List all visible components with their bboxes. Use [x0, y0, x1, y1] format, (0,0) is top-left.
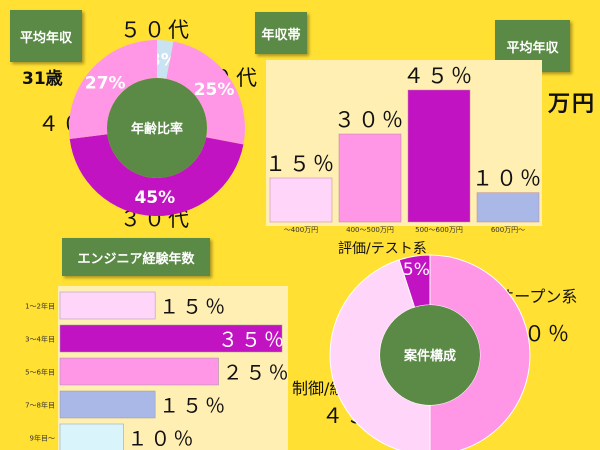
income-bar [407, 89, 471, 223]
income-bar-value: １０％ [472, 167, 544, 191]
exp-bar-value: ３５％ [218, 328, 287, 352]
exp-bar-value: １５％ [159, 394, 228, 418]
age-slice [166, 41, 246, 145]
income-bar-value: ３０％ [334, 108, 406, 132]
avg-age-tag: 平均年収 [10, 10, 82, 62]
exp-bar [59, 423, 124, 450]
experience-tag: エンジニア経験年数 [62, 238, 210, 276]
age-50s-label: ５０代 [120, 18, 192, 42]
exp-tick-label: 5〜6年目 [25, 368, 55, 377]
income-tick-label: 500〜600万円 [415, 226, 463, 234]
income-band-tag: 年収帯 [255, 12, 307, 54]
exp-bar [59, 324, 283, 353]
project-small-pct: 5% [403, 260, 430, 280]
exp-tick-label: 9年目〜 [30, 434, 55, 443]
age-center [107, 78, 207, 178]
age-pct-label: 25% [194, 80, 235, 100]
income-tick-label: 〜400万円 [284, 226, 318, 234]
income-tick-label: 400〜500万円 [346, 226, 394, 234]
income-bar-value: １５％ [265, 152, 337, 176]
exp-bar [59, 357, 219, 386]
exp-tick-label: 1〜2年目 [25, 302, 55, 311]
exp-bar [59, 291, 156, 320]
income-bar [476, 192, 540, 223]
exp-bar-value: １０％ [127, 427, 196, 450]
exp-bar-value: ２５％ [223, 361, 292, 385]
avg-age-value: 31歳 [22, 69, 63, 89]
age-pct-label: 45% [134, 188, 175, 208]
project-center-label: 案件構成 [403, 348, 456, 364]
exp-tick-label: 7〜8年目 [25, 401, 55, 410]
exp-tick-label: 3〜4年目 [25, 335, 55, 344]
income-bar [269, 177, 333, 223]
income-xlabel: 評価/テスト系 [338, 241, 427, 257]
income-tick-label: 600万円〜 [491, 226, 525, 234]
age-center-label: 年齢比率 [131, 121, 183, 137]
age-slice [69, 134, 244, 217]
income-bar-value: ４５％ [403, 64, 475, 88]
exp-bar [59, 390, 156, 419]
age-slice [69, 40, 157, 140]
project-center [380, 305, 480, 405]
age-slice [157, 40, 174, 79]
income-bar [338, 133, 402, 223]
age-pct-label: 27% [85, 73, 126, 93]
exp-bar-value: １５％ [159, 295, 228, 319]
